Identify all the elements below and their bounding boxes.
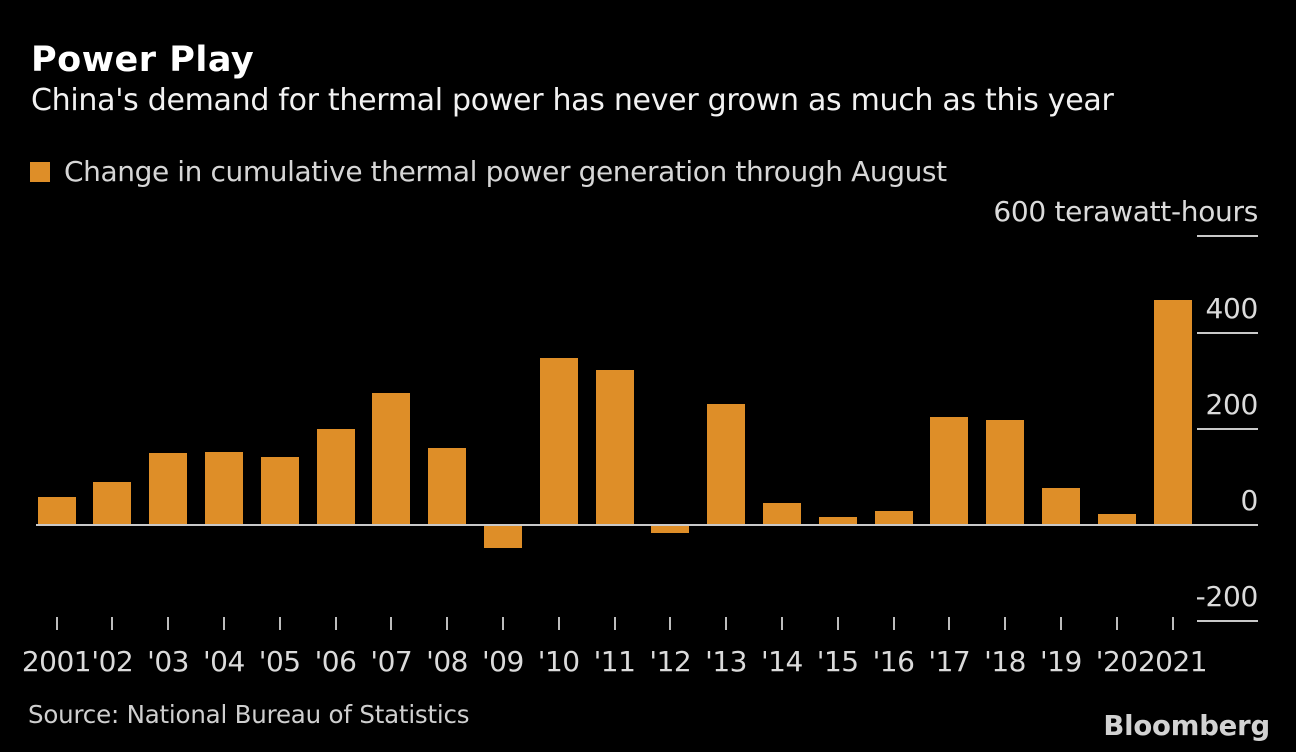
y-tick-label: 400: [1205, 291, 1258, 325]
x-tick: [167, 617, 170, 630]
bar: [316, 428, 355, 524]
x-tick-label: '20: [1095, 645, 1138, 678]
bar: [818, 517, 857, 524]
x-tick-label: '15: [816, 645, 859, 678]
y-axis-tick-line: [1197, 235, 1258, 238]
x-tick-label: '05: [258, 645, 301, 678]
x-tick: [948, 617, 951, 630]
y-tick-label: 600 terawatt-hours: [993, 195, 1258, 229]
x-tick: [501, 617, 504, 630]
bar: [260, 456, 299, 524]
bar: [1041, 488, 1080, 524]
x-tick-label: '18: [984, 645, 1026, 678]
bar: [1153, 299, 1192, 524]
bar: [874, 510, 913, 524]
x-tick: [669, 617, 672, 630]
legend: Change in cumulative thermal power gener…: [30, 155, 947, 188]
x-tick: [613, 617, 616, 630]
y-axis-tick-line: [1197, 620, 1258, 623]
bar: [1097, 513, 1136, 524]
chart-title: Power Play: [31, 40, 255, 80]
y-tick-label: 0: [1240, 484, 1258, 517]
y-tick-label: 200: [1205, 387, 1258, 421]
x-tick: [55, 617, 58, 630]
x-tick: [780, 617, 783, 630]
zero-baseline: [36, 524, 1258, 526]
x-tick: [557, 617, 560, 630]
x-tick-label: '19: [1039, 645, 1082, 678]
x-tick-label: '08: [426, 645, 468, 678]
x-tick-label: '12: [649, 645, 692, 678]
y-tick-label: -200: [1195, 580, 1259, 614]
x-tick: [1115, 617, 1118, 630]
x-tick-label: 2021: [1137, 645, 1208, 678]
x-tick: [334, 617, 337, 630]
bar: [651, 526, 690, 533]
x-tick-label: '10: [537, 645, 580, 678]
chart-subtitle: China's demand for thermal power has nev…: [31, 83, 1114, 118]
bar: [93, 481, 132, 524]
x-tick-label: '03: [147, 645, 189, 678]
bar: [37, 496, 76, 524]
x-tick: [222, 617, 225, 630]
x-tick: [1171, 617, 1174, 630]
bar: [595, 370, 634, 524]
x-tick-label: '07: [370, 645, 413, 678]
x-tick: [111, 617, 114, 630]
x-tick-label: '11: [593, 645, 636, 678]
source-note: Source: National Bureau of Statistics: [28, 700, 470, 729]
bar: [930, 416, 969, 524]
y-axis-tick-line: [1197, 331, 1258, 334]
x-tick-label: 2001: [21, 645, 92, 678]
x-tick: [1059, 617, 1062, 630]
y-axis-tick-line: [1197, 427, 1258, 430]
x-tick-label: '04: [202, 645, 245, 678]
bar: [707, 404, 746, 524]
x-tick: [390, 617, 393, 630]
x-tick-label: '06: [314, 645, 357, 678]
legend-label: Change in cumulative thermal power gener…: [64, 155, 947, 188]
x-tick: [836, 617, 839, 630]
x-tick: [1004, 617, 1007, 630]
legend-swatch-icon: [30, 161, 50, 182]
bar: [986, 419, 1025, 524]
x-tick-label: '02: [91, 645, 134, 678]
bar: [483, 526, 522, 548]
bar: [428, 448, 467, 524]
x-tick: [892, 617, 895, 630]
bar: [762, 502, 801, 524]
bar: [149, 453, 188, 524]
bloomberg-logo: Bloomberg: [1103, 710, 1270, 742]
x-tick-label: '14: [760, 645, 803, 678]
x-tick-label: '13: [705, 645, 747, 678]
x-tick: [278, 617, 281, 630]
x-tick: [725, 617, 728, 630]
bar: [204, 451, 243, 524]
x-tick-label: '16: [872, 645, 915, 678]
bar: [539, 357, 578, 524]
bar: [372, 393, 411, 524]
x-tick: [446, 617, 449, 630]
x-tick-label: '09: [481, 645, 524, 678]
x-tick-label: '17: [928, 645, 971, 678]
